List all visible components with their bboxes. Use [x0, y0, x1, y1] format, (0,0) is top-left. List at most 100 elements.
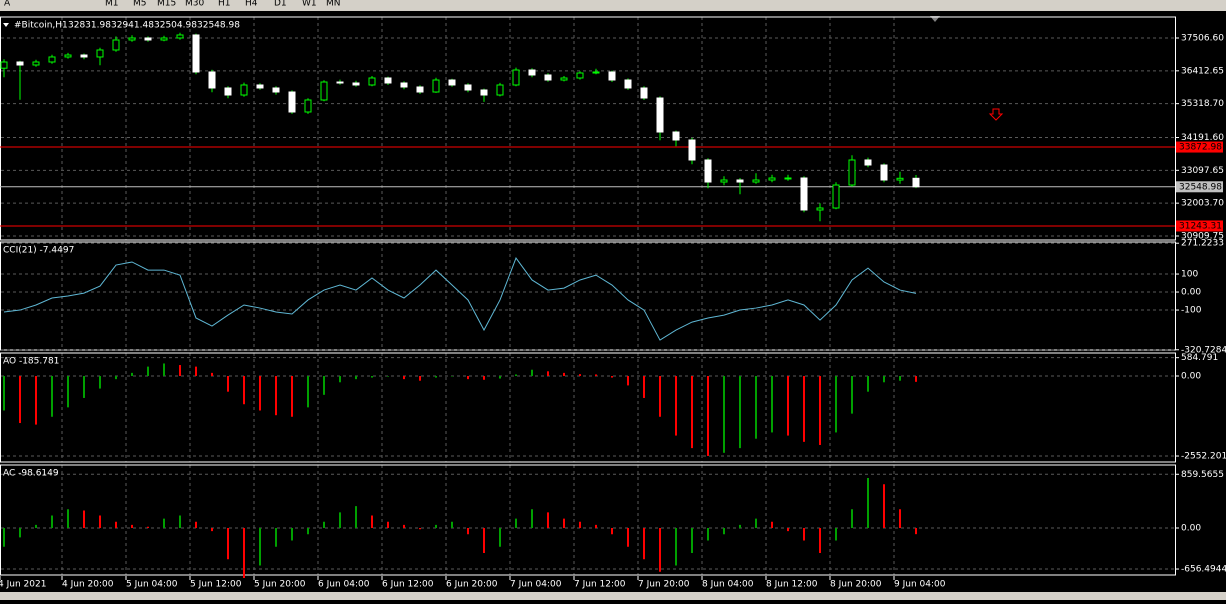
toolbar-button[interactable]: M5: [133, 0, 147, 9]
time-label: 8 Jun 20:00: [830, 580, 882, 590]
candle-body: [512, 69, 520, 86]
candle-body: [352, 82, 360, 86]
candle-body: [736, 179, 744, 183]
histogram-bar: [835, 528, 837, 541]
histogram-bar: [99, 515, 101, 528]
toolbar-button[interactable]: MN: [326, 0, 341, 9]
candle-body: [32, 61, 40, 66]
histogram-bar: [787, 376, 789, 436]
histogram-bar: [243, 528, 245, 578]
histogram-bar: [675, 528, 677, 566]
candle-body: [768, 177, 776, 181]
candle-body: [304, 99, 312, 113]
toolbar-button[interactable]: H4: [245, 0, 258, 9]
histogram-bar: [339, 376, 341, 383]
histogram-bar: [195, 366, 197, 377]
candle-body: [384, 77, 392, 84]
histogram-bar: [259, 528, 261, 566]
y-tick-label: 100: [1181, 270, 1198, 280]
candle-body: [832, 184, 840, 209]
toolbar-button[interactable]: M1: [105, 0, 119, 9]
histogram-bar: [915, 376, 917, 382]
y-tick-label: 35318.70: [1181, 99, 1224, 109]
histogram-bar: [867, 376, 869, 392]
time-label: 5 Jun 12:00: [190, 580, 242, 590]
y-tick-label: 32003.70: [1181, 199, 1224, 209]
histogram-bar: [611, 376, 613, 378]
toolbar-button[interactable]: M15: [157, 0, 176, 9]
histogram-bar: [131, 372, 133, 377]
histogram-bar: [771, 376, 773, 433]
y-tick-label: -656.4944: [1181, 565, 1226, 575]
histogram-bar: [755, 376, 757, 439]
histogram-bar: [627, 376, 629, 386]
histogram-bar: [163, 363, 165, 377]
histogram-bar: [67, 509, 69, 528]
time-label: 5 Jun 04:00: [126, 580, 178, 590]
histogram-bar: [227, 528, 229, 560]
histogram-bar: [323, 521, 325, 528]
toolbar-button[interactable]: M30: [185, 0, 204, 9]
toolbar-button[interactable]: W1: [302, 0, 317, 9]
y-tick-label: 37506.60: [1181, 33, 1224, 43]
candle-body: [144, 37, 152, 41]
candle-body: [112, 39, 120, 51]
histogram-bar: [579, 374, 581, 377]
histogram-bar: [3, 528, 5, 547]
histogram-bar: [51, 376, 53, 417]
histogram-bar: [707, 528, 709, 541]
histogram-bar: [291, 376, 293, 417]
candle-body: [608, 71, 616, 81]
histogram-bar: [211, 528, 213, 532]
candle-body: [448, 79, 456, 86]
histogram-bar: [115, 376, 117, 380]
candle-body: [704, 159, 712, 183]
histogram-bar: [435, 376, 437, 378]
histogram-bar: [739, 524, 741, 528]
candle-body: [320, 81, 328, 101]
histogram-bar: [483, 376, 485, 380]
histogram-bar: [451, 376, 453, 377]
histogram-bar: [147, 526, 149, 528]
histogram-bar: [787, 528, 789, 532]
histogram-bar: [483, 528, 485, 553]
histogram-bar: [19, 528, 21, 538]
toolbar-button[interactable]: H1: [218, 0, 231, 9]
histogram-bar: [403, 524, 405, 528]
histogram-bar: [227, 376, 229, 392]
histogram-bar: [755, 518, 757, 528]
histogram-bar: [515, 374, 517, 377]
histogram-bar: [547, 512, 549, 528]
histogram-bar: [35, 376, 37, 425]
histogram-bar: [131, 524, 133, 528]
histogram-bar: [467, 376, 469, 380]
menu-arrow: [3, 23, 9, 27]
candle-body: [816, 207, 824, 211]
y-tick-label: 30909.75: [1181, 231, 1224, 241]
toolbar-button[interactable]: D1: [274, 0, 287, 9]
histogram-bar: [563, 518, 565, 528]
candle-body: [224, 87, 232, 96]
histogram-bar: [659, 528, 661, 572]
tab-bar: [0, 592, 1226, 600]
histogram-bar: [243, 376, 245, 405]
indicator-title: CCI(21) -7.4497: [3, 246, 74, 256]
candle-body: [48, 56, 56, 63]
candle-body: [624, 79, 632, 89]
y-tick-label: 36412.65: [1181, 66, 1224, 76]
candle-body: [160, 37, 168, 41]
candle-body: [80, 54, 88, 58]
histogram-bar: [291, 528, 293, 541]
candle-body: [592, 71, 600, 74]
time-label: 6 Jun 12:00: [382, 580, 434, 590]
y-tick-label: 0.00: [1181, 524, 1201, 534]
histogram-bar: [387, 521, 389, 528]
histogram-bar: [467, 528, 469, 535]
histogram-bar: [899, 509, 901, 528]
candle-body: [880, 164, 888, 181]
y-tick-label: 33097.65: [1181, 166, 1224, 176]
toolbar-button[interactable]: A: [4, 0, 11, 9]
histogram-bar: [579, 521, 581, 528]
panel-frame: [0, 352, 1176, 463]
